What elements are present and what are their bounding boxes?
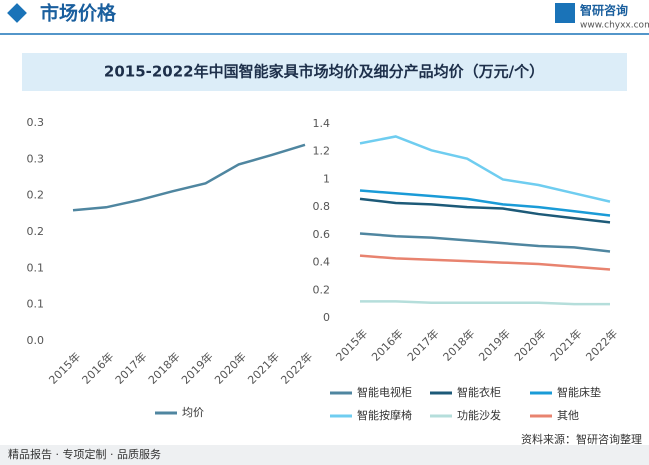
legend-label: 智能床垫 bbox=[557, 385, 601, 399]
y-tick-label: 0.2 bbox=[313, 283, 331, 296]
legend-label: 智能电视柜 bbox=[357, 385, 412, 399]
source: 资料来源：智研咨询整理 bbox=[521, 432, 642, 446]
y-tick-label: 0.6 bbox=[313, 228, 331, 241]
legend-label: 智能衣柜 bbox=[457, 385, 501, 399]
header-title: 市场价格 bbox=[40, 2, 117, 25]
y-tick-label: 1 bbox=[323, 172, 330, 185]
legend-label: 智能按摩椅 bbox=[357, 408, 412, 422]
legend-label: 均价 bbox=[182, 406, 204, 419]
logo-icon bbox=[555, 3, 575, 23]
line-series bbox=[360, 300, 610, 306]
title-band bbox=[22, 53, 627, 91]
line-series bbox=[359, 197, 611, 224]
logo-text: 智研咨询 bbox=[579, 3, 628, 18]
y-tick-label: 0.8 bbox=[313, 200, 331, 213]
line-series bbox=[72, 143, 306, 212]
y-tick-label: 0 bbox=[323, 311, 330, 324]
line-series bbox=[359, 254, 611, 271]
footer-band bbox=[0, 445, 649, 465]
y-tick-label: 1.4 bbox=[313, 117, 331, 130]
y-tick-label: 0.3 bbox=[27, 152, 45, 165]
legend-label: 其他 bbox=[557, 409, 579, 422]
y-tick-label: 0.4 bbox=[313, 256, 331, 269]
logo-url: www.chyxx.com bbox=[580, 21, 649, 31]
header-icon bbox=[7, 3, 27, 23]
y-tick-label: 0.2 bbox=[27, 225, 45, 238]
y-tick-label: 1.2 bbox=[313, 145, 331, 158]
line-series bbox=[359, 135, 611, 203]
line-series bbox=[359, 232, 611, 253]
y-tick-label: 0.1 bbox=[27, 298, 45, 311]
line-series bbox=[359, 189, 611, 217]
y-tick-label: 0.1 bbox=[27, 261, 45, 274]
legend-label: 功能沙发 bbox=[457, 408, 501, 422]
chart-title: 2015-2022年中国智能家具市场均价及细分产品均价（万元/个） bbox=[104, 63, 544, 81]
y-tick-label: 0.3 bbox=[27, 116, 45, 129]
y-tick-label: 0.2 bbox=[27, 189, 45, 202]
footer-left: 精品报告 · 专项定制 · 品质服务 bbox=[8, 447, 161, 461]
y-tick-label: 0.0 bbox=[27, 334, 45, 347]
